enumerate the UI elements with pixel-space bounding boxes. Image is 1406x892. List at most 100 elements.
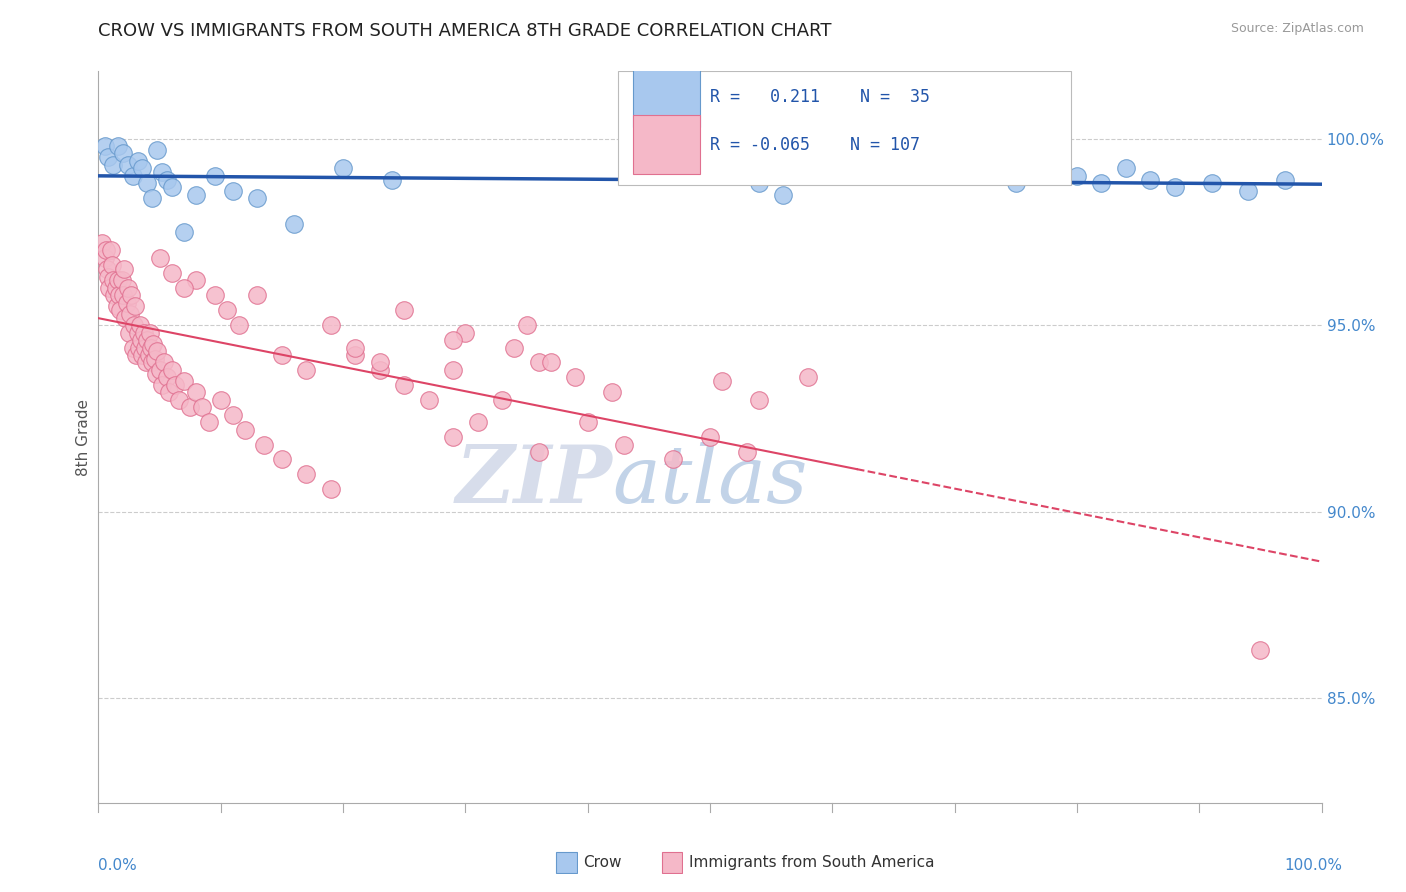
Point <box>735 445 758 459</box>
Point <box>246 191 269 205</box>
Point <box>128 341 150 355</box>
Point <box>418 392 440 407</box>
Point <box>540 355 562 369</box>
Point <box>748 177 770 191</box>
Point <box>467 415 489 429</box>
Point <box>1237 184 1260 198</box>
Point <box>173 225 195 239</box>
Point <box>222 184 245 198</box>
Point <box>156 370 179 384</box>
Point <box>131 161 153 176</box>
Point <box>392 377 416 392</box>
Point <box>117 281 139 295</box>
Point <box>1090 177 1112 191</box>
Point <box>368 355 391 369</box>
Point <box>107 273 129 287</box>
Point <box>107 139 129 153</box>
Point <box>491 392 513 407</box>
Point <box>111 146 134 161</box>
Point <box>344 341 367 355</box>
Point <box>105 300 128 314</box>
Point <box>111 288 134 302</box>
Point <box>160 363 183 377</box>
Text: Source: ZipAtlas.com: Source: ZipAtlas.com <box>1230 22 1364 36</box>
Point <box>222 408 245 422</box>
Point <box>125 348 148 362</box>
Point <box>332 161 354 176</box>
Text: atlas: atlas <box>612 442 807 520</box>
Point <box>122 318 145 332</box>
Point <box>1139 172 1161 186</box>
Point <box>233 423 256 437</box>
Text: Crow: Crow <box>583 855 621 870</box>
Point <box>186 385 208 400</box>
Point <box>143 351 166 366</box>
Point <box>197 415 219 429</box>
Point <box>156 172 179 186</box>
Point <box>441 333 464 347</box>
Point <box>1164 180 1187 194</box>
Point <box>980 161 1002 176</box>
Point <box>1274 172 1296 186</box>
Point <box>246 288 269 302</box>
Point <box>527 445 550 459</box>
Point <box>165 377 187 392</box>
Point <box>186 273 208 287</box>
Point <box>1249 642 1271 657</box>
Point <box>392 303 416 318</box>
Point <box>173 281 195 295</box>
Point <box>136 333 159 347</box>
Point <box>515 318 537 332</box>
Point <box>114 310 136 325</box>
Y-axis label: 8th Grade: 8th Grade <box>76 399 91 475</box>
Point <box>132 326 155 340</box>
Point <box>115 295 138 310</box>
Point <box>94 244 117 258</box>
FancyBboxPatch shape <box>619 71 1071 185</box>
Point <box>131 348 153 362</box>
Point <box>139 326 162 340</box>
Point <box>93 251 115 265</box>
Point <box>270 452 294 467</box>
Point <box>142 336 165 351</box>
Point <box>110 303 132 318</box>
Point <box>100 244 122 258</box>
Point <box>118 326 141 340</box>
Point <box>1004 177 1026 191</box>
Point <box>160 180 183 194</box>
Point <box>319 318 342 332</box>
Point <box>454 326 477 340</box>
Point <box>344 348 367 362</box>
Point <box>270 348 294 362</box>
Point <box>117 158 139 172</box>
Point <box>101 158 124 172</box>
Point <box>121 169 143 183</box>
Point <box>129 318 152 332</box>
Point <box>527 355 550 369</box>
Point <box>127 153 149 168</box>
Point <box>381 172 404 186</box>
Point <box>179 401 201 415</box>
Point <box>98 281 121 295</box>
Point <box>441 430 464 444</box>
Point <box>127 326 149 340</box>
Point <box>96 262 118 277</box>
Point <box>748 392 770 407</box>
Point <box>699 430 721 444</box>
Point <box>120 288 142 302</box>
Point <box>145 367 167 381</box>
Point <box>600 385 623 400</box>
Point <box>138 348 160 362</box>
Point <box>104 281 127 295</box>
Point <box>149 251 172 265</box>
Point <box>97 150 120 164</box>
Text: 100.0%: 100.0% <box>1285 858 1343 872</box>
Point <box>146 143 169 157</box>
Point <box>441 363 464 377</box>
Point <box>150 377 173 392</box>
Text: ZIP: ZIP <box>456 442 612 520</box>
Point <box>129 333 152 347</box>
Point <box>124 300 146 314</box>
Point <box>93 139 115 153</box>
Point <box>1115 161 1137 176</box>
